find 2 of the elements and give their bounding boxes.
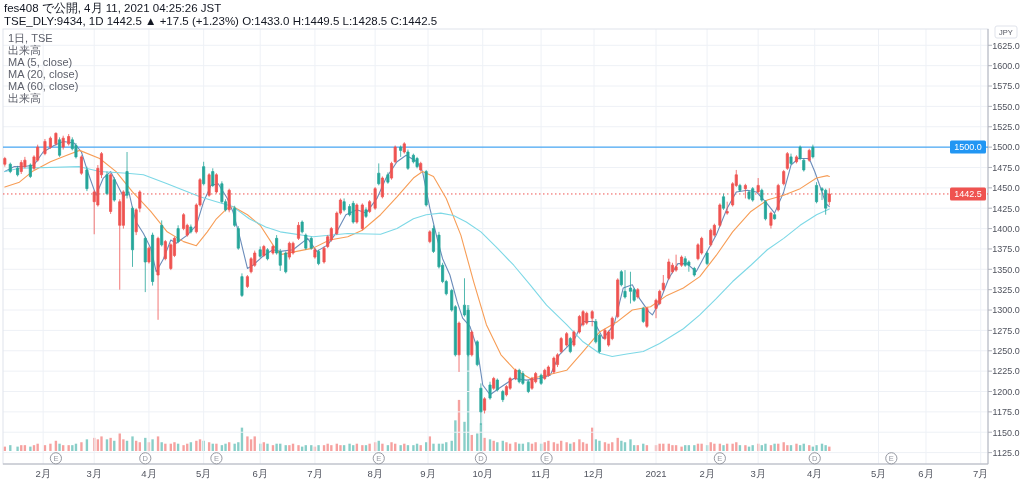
title: fes408 で公開, 4月 11, 2021 04:25:26 JST [4, 2, 222, 14]
subtitle: TSE_DLY:9434, 1D 1442.5 ▲ +17.5 (+1.23%) O:1433.0 H:1449.5 L:1428.5 C:1442.5 [4, 15, 438, 27]
